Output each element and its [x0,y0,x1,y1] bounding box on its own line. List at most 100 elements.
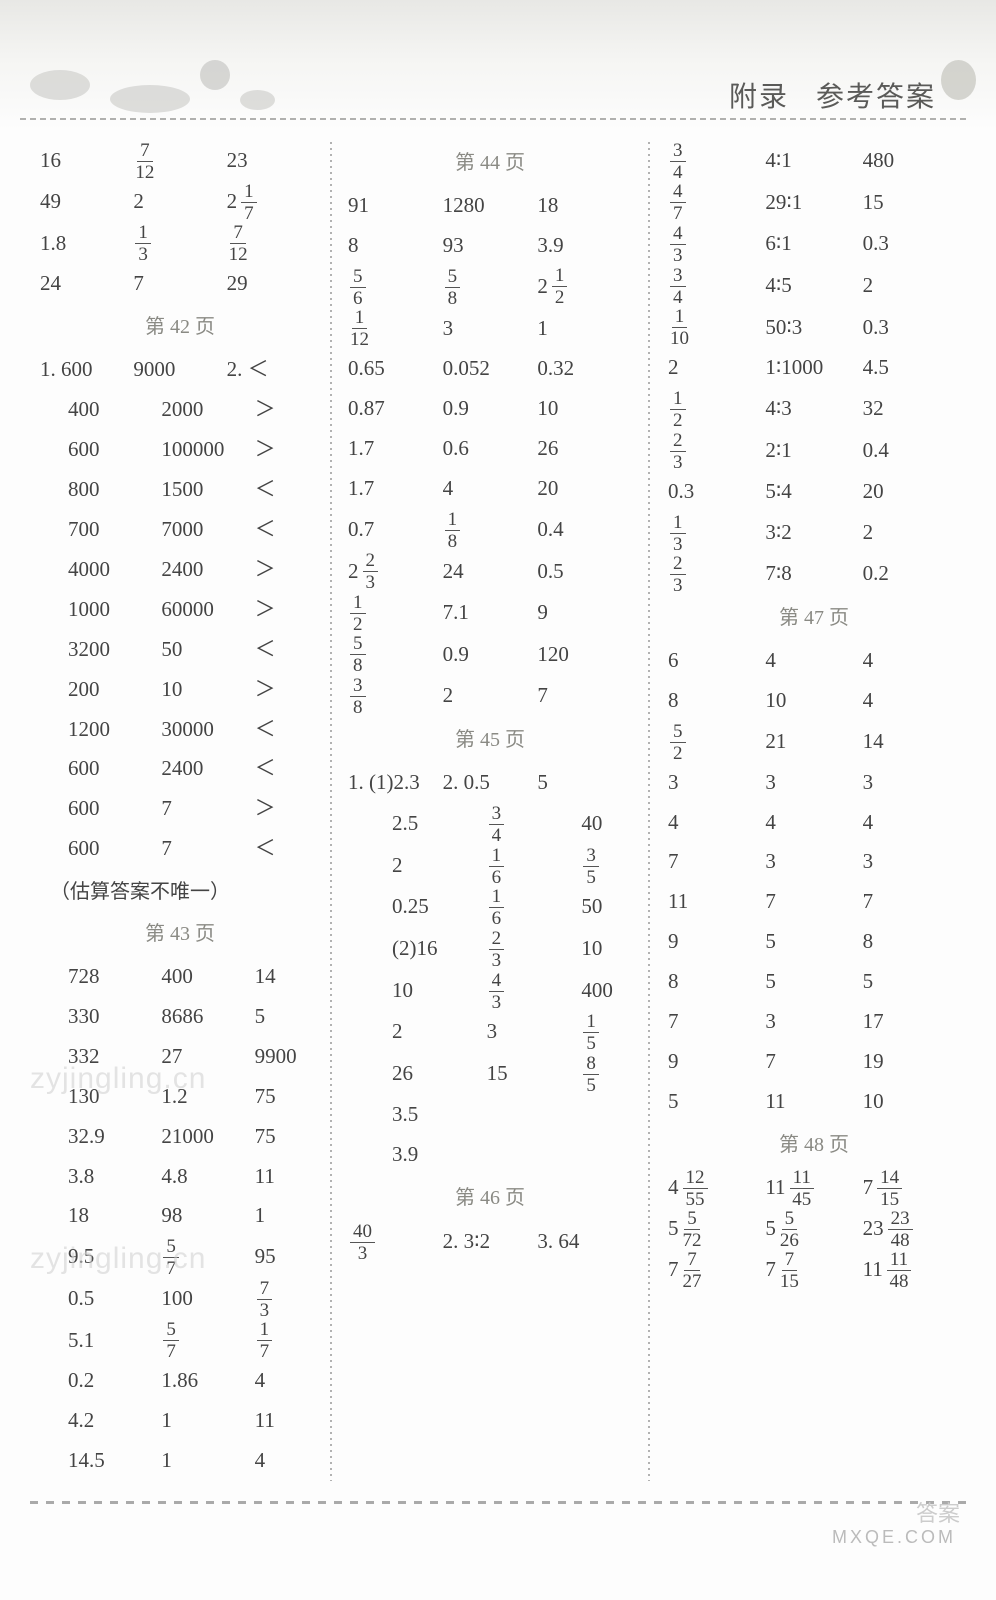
data-cell: 600 [40,789,133,829]
data-cell: 11 [227,1157,320,1197]
data-cell: 20 [863,472,960,512]
data-row: 1.813712 [40,223,320,265]
data-cell: 4 [863,803,960,843]
data-row: 223240.5 [348,551,632,592]
data-row: 522114 [668,721,960,763]
data-cell: 0.3 [863,308,960,348]
data-row: 0.870.910 [348,389,632,429]
data-row: 6007＞ [40,789,320,829]
data-cell: 75 [227,1117,320,1157]
data-cell: 7.1 [443,593,538,633]
data-row: 5658212 [348,266,632,308]
data-row: 0.7180.4 [348,509,632,551]
data-cell: 13 [668,512,765,554]
data-cell: 4 [668,803,765,843]
data-cell: 4∶3 [765,389,862,429]
data-cell: 34 [443,803,538,845]
data-row: 9719 [668,1042,960,1082]
data-cell: 7 [765,882,862,922]
data-cell: 5 [863,962,960,1002]
page-44-label: 第 44 页 [348,144,632,182]
data-cell: 58 [443,266,538,308]
data-cell: 3. 64 [537,1222,632,1262]
data-row: 21635 [348,845,632,887]
data-cell: 332 [40,1037,133,1077]
data-cell: 600 [40,749,133,789]
data-cell: 712 [227,223,320,265]
data-cell: 0.65 [348,349,443,389]
data-cell: 5.1 [40,1321,133,1361]
data-cell: 13 [133,223,226,265]
data-cell: 18 [443,509,538,551]
data-cell: 3.8 [40,1157,133,1197]
footer-answer-mark: 答案 [916,1496,960,1528]
data-cell: 111148 [863,1250,960,1291]
data-cell: 91 [348,186,443,226]
data-cell: 23 [668,554,765,596]
data-cell: 212 [537,266,632,307]
data-cell: 32.9 [40,1117,133,1157]
data-cell: 4 [227,1441,320,1481]
data-cell: 2 [348,1012,443,1052]
data-cell: ＜ [227,630,320,670]
data-cell: 2 [863,266,960,306]
data-cell: 29∶1 [765,183,862,223]
data-cell: 2000 [133,390,226,430]
decorative-header: 附录 参考答案 [0,0,996,120]
data-row: 320050＜ [40,630,320,670]
data-cell: 2400 [133,749,226,789]
data-row: 600100000＞ [40,430,320,470]
data-row: 1671223 [40,140,320,182]
data-cell: 5∶4 [765,472,862,512]
data-cell: 5526 [765,1209,862,1250]
data-cell: 27 [133,1037,226,1077]
data-cell: 3∶2 [765,513,862,553]
data-row: 958 [668,922,960,962]
data-cell: 2. 0.5 [443,763,538,803]
data-row: 124∶332 [668,388,960,430]
data-cell: 7 [133,829,226,869]
divider-left [330,140,332,1481]
data-cell: 23 [668,430,765,472]
data-cell: 98 [133,1196,226,1236]
data-cell: 41255 [668,1168,765,1209]
data-cell: 93 [443,226,538,266]
data-cell: 14 [227,957,320,997]
data-cell: 7 [863,882,960,922]
data-cell: 71415 [863,1168,960,1209]
data-cell: 9 [668,1042,765,1082]
data-cell: 200 [40,670,133,710]
data-cell: 23 [443,928,538,970]
data-cell: 14.5 [40,1441,133,1481]
p45-head-row: 1. (1)2.32. 0.55 [348,763,632,803]
data-row: 11050∶30.3 [668,307,960,349]
data-cell: 32 [863,389,960,429]
data-cell: 0.5 [537,552,632,592]
data-row: 3.5 [348,1095,632,1135]
data-cell: 24 [443,552,538,592]
data-cell: 4 [765,641,862,681]
data-row: 3.9 [348,1135,632,1175]
data-cell: 712 [133,140,226,182]
data-cell: 56 [348,266,443,308]
data-row: 344∶1480 [668,140,960,182]
data-cell: 4 [765,803,862,843]
data-cell: 49 [40,182,133,222]
header-title: 附录 参考答案 [729,75,936,115]
data-cell: 15 [863,183,960,223]
data-cell: 4 [227,1361,320,1401]
data-cell: 3 [765,842,862,882]
data-row: 4125511114571415 [668,1168,960,1209]
data-row: 9.55795 [40,1236,320,1278]
data-cell: 20 [537,469,632,509]
data-cell: ＜ [227,710,320,750]
data-cell: 18 [537,186,632,226]
data-cell: 3 [443,309,538,349]
data-cell: 3.9 [348,1135,632,1175]
data-cell: 0.87 [348,389,443,429]
data-row: 0.35∶420 [668,472,960,512]
data-row: 0.650.0520.32 [348,349,632,389]
data-cell: 18 [40,1196,133,1236]
data-cell: 0.3 [668,472,765,512]
data-cell: 7 [668,842,765,882]
